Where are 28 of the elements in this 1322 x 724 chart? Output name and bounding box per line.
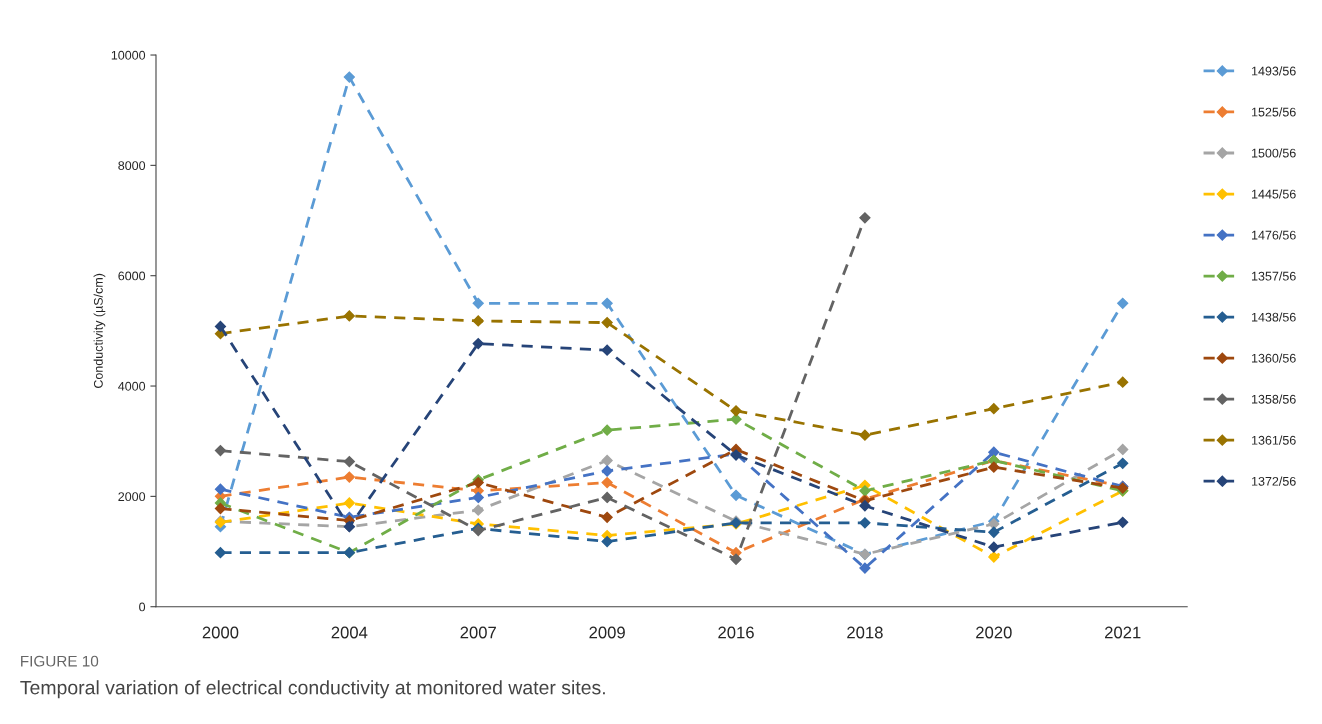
legend-label: 1493/56 <box>1252 66 1296 76</box>
legend-label: 1438/56 <box>1252 312 1296 322</box>
legend-label: 1445/56 <box>1252 189 1296 199</box>
legend-label: 1361/56 <box>1252 435 1296 445</box>
caption: FIGURE 10 <box>21 655 99 667</box>
legend-label: 1525/56 <box>1252 107 1296 117</box>
y-tick-label: 0 <box>139 602 146 612</box>
y-tick-label: 2000 <box>118 492 146 502</box>
y-tick-label: 6000 <box>118 271 146 281</box>
y-axis-title: Conductivity (µS/cm) <box>93 273 106 389</box>
x-tick-label: 2021 <box>1105 626 1141 639</box>
x-tick-label: 2018 <box>847 626 883 639</box>
y-tick-label: 8000 <box>118 161 146 171</box>
legend-label: 1360/56 <box>1252 353 1296 363</box>
y-tick-label: 4000 <box>118 381 146 391</box>
x-tick-label: 2016 <box>718 626 754 639</box>
legend-label: 1500/56 <box>1252 148 1296 158</box>
legend-label: 1372/56 <box>1252 476 1296 486</box>
x-tick-label: 2020 <box>976 626 1012 639</box>
y-tick-label: 10000 <box>111 50 146 60</box>
legend-label: 1358/56 <box>1252 394 1296 404</box>
legend-label: 1476/56 <box>1252 230 1296 240</box>
text: Temporal variation of electrical conductivity at monitored water sites. <box>20 680 605 699</box>
x-tick-label: 2000 <box>202 626 239 639</box>
x-tick-label: 2004 <box>331 626 368 639</box>
legend-label: 1357/56 <box>1252 271 1296 281</box>
x-tick-label: 2007 <box>460 626 496 639</box>
x-tick-label: 2009 <box>589 626 625 639</box>
